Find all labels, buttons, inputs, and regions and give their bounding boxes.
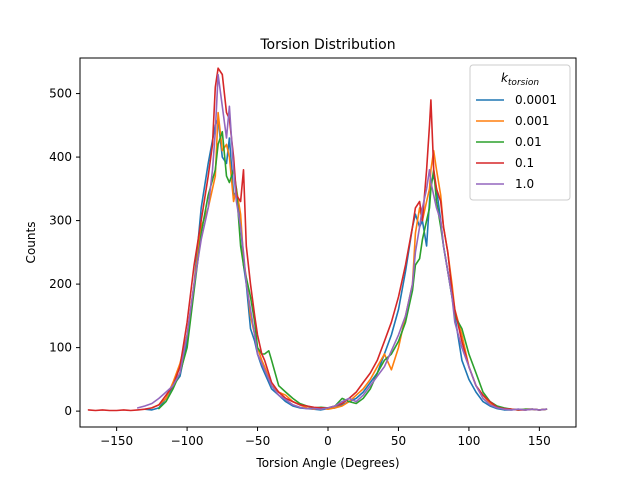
x-tick-label: 50 xyxy=(391,434,406,448)
y-tick-label: 300 xyxy=(49,214,72,228)
y-axis-label: Counts xyxy=(24,222,38,264)
y-tick-label: 400 xyxy=(49,150,72,164)
x-tick-label: −50 xyxy=(245,434,270,448)
legend-entry-label: 0.1 xyxy=(515,156,534,170)
y-tick-label: 0 xyxy=(64,404,72,418)
x-tick-label: −100 xyxy=(171,434,204,448)
y-tick-label: 500 xyxy=(49,87,72,101)
legend-frame xyxy=(469,64,571,201)
series-line-0-01 xyxy=(158,130,548,411)
x-tick-label: 100 xyxy=(457,434,480,448)
legend-entries: 0.0001 0.001 0.01 0.1 1.0 xyxy=(476,93,557,191)
legend: ktorsion 0.0001 0.001 0.01 0.1 1.0 xyxy=(469,64,571,201)
legend-entry-label: 0.01 xyxy=(515,135,542,149)
y-tick-label: 200 xyxy=(49,277,72,291)
x-axis: −150 −100 −50 0 50 100 150 xyxy=(100,427,551,448)
legend-title: ktorsion xyxy=(501,71,539,88)
legend-entry-label: 1.0 xyxy=(515,177,534,191)
legend-entry-label: 0.0001 xyxy=(515,93,557,107)
series-layer xyxy=(87,67,548,412)
x-tick-label: 150 xyxy=(528,434,551,448)
chart-title: Torsion Distribution xyxy=(259,37,395,53)
series-line-1-0 xyxy=(137,73,548,411)
legend-title-sub: torsion xyxy=(508,78,539,88)
x-tick-label: 0 xyxy=(324,434,332,448)
x-axis-label: Torsion Angle (Degrees) xyxy=(255,456,399,470)
y-tick-label: 100 xyxy=(49,341,72,355)
legend-entry-label: 0.001 xyxy=(515,114,549,128)
x-tick-label: −150 xyxy=(100,434,133,448)
y-axis: 0 100 200 300 400 500 xyxy=(49,87,80,418)
legend-title-base: k xyxy=(501,71,509,85)
series-line-0-1 xyxy=(87,67,548,412)
